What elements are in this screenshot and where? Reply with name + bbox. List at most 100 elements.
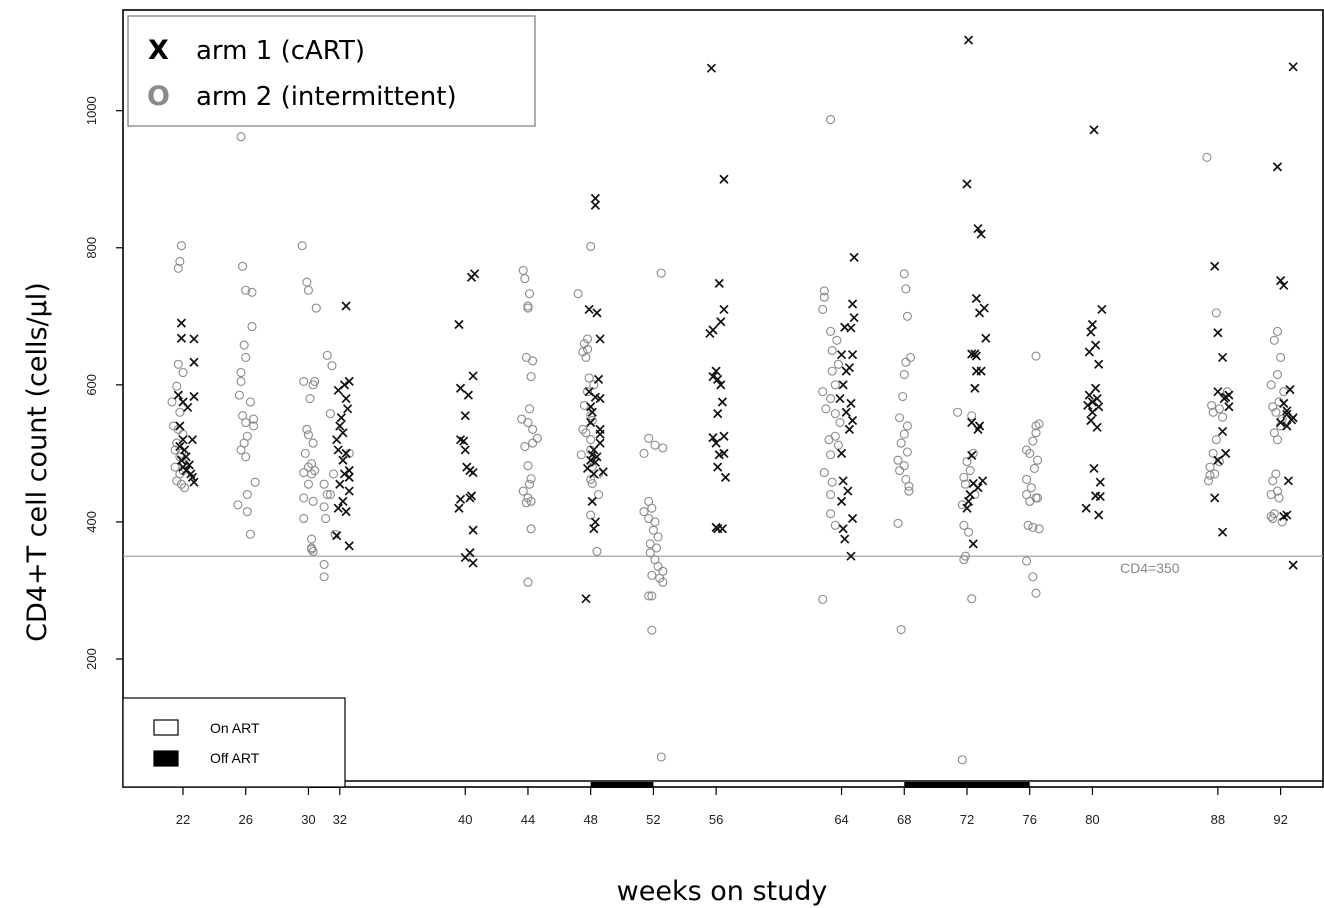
arm2-point (650, 517, 660, 527)
arm2-point (644, 591, 654, 601)
arm2-point (319, 559, 329, 569)
arm2-point (824, 435, 834, 445)
arm2-point (651, 543, 662, 553)
legend-symbol-arm2: O (147, 81, 170, 112)
arm2-point (1034, 524, 1044, 534)
arm2-point (639, 507, 649, 517)
arm2-point (310, 376, 320, 386)
arm1-point (455, 494, 466, 504)
arm1-point (455, 383, 466, 393)
arm2-point (906, 352, 916, 362)
arm1-point (590, 517, 600, 527)
arm1-point (595, 393, 605, 404)
arm1-point (590, 193, 600, 204)
arm1-point (1272, 162, 1283, 172)
arm1-point (841, 407, 851, 417)
arm1-point (341, 507, 351, 517)
arm1-point (341, 301, 351, 311)
arm2-point (327, 361, 337, 371)
arm1-point (468, 525, 478, 535)
arm2-point (1268, 476, 1278, 486)
arm2-point (299, 493, 309, 503)
arm1-points (173, 35, 1298, 604)
arm1-point (1095, 477, 1105, 487)
arm1-point (189, 391, 199, 402)
arm2-point (1269, 335, 1279, 345)
arm2-point (302, 277, 312, 287)
arm1-point (587, 407, 597, 417)
arm2-point (830, 380, 840, 390)
arm1-point (183, 402, 193, 413)
arm1-point (1219, 393, 1229, 404)
arm1-point (971, 293, 982, 304)
arm2-point (526, 474, 536, 484)
arm2-point (827, 366, 837, 376)
arm2-point (325, 409, 335, 419)
arm2-point (311, 303, 321, 313)
arm1-point (589, 469, 599, 479)
arm2-point (526, 372, 536, 382)
arm1-point (176, 318, 187, 328)
arm1-point (465, 493, 475, 503)
arm2-point (524, 289, 535, 299)
arm1-point (836, 448, 847, 458)
arm2-point (322, 489, 332, 500)
arm1-point (460, 445, 470, 455)
x-tick-label: 72 (960, 812, 974, 827)
arm1-point (176, 455, 187, 465)
arm1-point (344, 465, 354, 476)
arm1-point (973, 424, 983, 434)
arm2-point (826, 509, 836, 519)
x-tick-label: 22 (176, 812, 190, 827)
arm1-point (711, 366, 721, 376)
arm2-point (173, 263, 183, 273)
arm2-point (826, 115, 836, 125)
arm2-point (528, 424, 538, 434)
arm1-point (187, 435, 198, 445)
arm1-point (720, 472, 731, 482)
arm1-point (1217, 426, 1228, 437)
arm2-point (1026, 483, 1036, 493)
arm2-point (895, 413, 905, 423)
arm2-point (647, 570, 657, 580)
arm2-point (1023, 520, 1033, 530)
arm2-point (902, 311, 912, 321)
arm1-point (460, 411, 470, 421)
arm1-point (454, 503, 464, 513)
x-tick-label: 92 (1273, 812, 1287, 827)
arm2-point (1272, 370, 1283, 380)
arm2-point (656, 752, 666, 762)
arm2-point (1022, 556, 1032, 566)
series-legend-box (127, 15, 536, 127)
arm1-point (713, 374, 723, 384)
arm1-point (586, 402, 596, 412)
x-tick-label: 56 (709, 812, 723, 827)
arm1-point (178, 435, 188, 445)
arm1-point (847, 350, 858, 360)
arm2-point (532, 433, 542, 443)
arm2-point (653, 532, 663, 542)
arm1-point (1286, 415, 1297, 425)
arm2-point (645, 539, 655, 549)
arm1-point (835, 393, 845, 404)
arm2-point (959, 520, 969, 530)
y-tick-label: 800 (84, 237, 99, 259)
arm1-point (836, 496, 847, 506)
arm1-point (714, 278, 724, 289)
arm2-point (648, 525, 658, 535)
arm2-point (818, 594, 828, 604)
legend-label-arm1: arm 1 (cART) (196, 36, 365, 66)
arm1-point (968, 539, 978, 549)
arm2-point (653, 561, 663, 572)
arm1-point (1086, 327, 1096, 337)
arm2-point (1208, 407, 1218, 417)
series-legend: X arm 1 (cART) O arm 2 (intermittent) (127, 15, 536, 127)
arm1-point (841, 366, 851, 376)
arm2-point (1029, 463, 1039, 474)
arm1-point (1285, 385, 1295, 395)
arm2-point (236, 376, 246, 386)
arm2-point (960, 479, 970, 489)
arm1-point (1213, 455, 1223, 465)
arm2-point (893, 455, 903, 465)
arm2-point (586, 435, 596, 445)
